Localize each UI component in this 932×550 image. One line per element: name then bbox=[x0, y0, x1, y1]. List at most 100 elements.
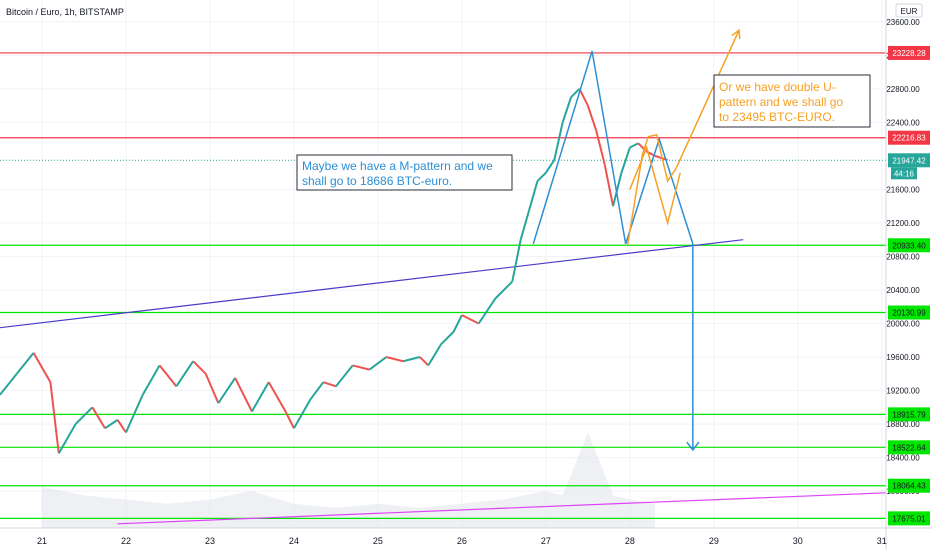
level-label-box bbox=[888, 45, 930, 60]
countdown-box bbox=[891, 167, 917, 180]
level-label-box bbox=[888, 478, 930, 493]
x-tick-label: 23 bbox=[205, 536, 215, 546]
y-tick-label: 23600.00 bbox=[886, 18, 920, 27]
price-segment bbox=[0, 373, 18, 396]
trendlines-layer bbox=[0, 239, 887, 525]
volume-layer bbox=[41, 432, 656, 528]
y-tick-label: 18800.00 bbox=[886, 420, 920, 429]
currency-box[interactable] bbox=[895, 3, 923, 18]
y-tick-label: 20800.00 bbox=[886, 252, 920, 261]
x-tick-label: 26 bbox=[457, 536, 467, 546]
price-segment bbox=[158, 364, 178, 387]
x-tick-label: 29 bbox=[709, 536, 719, 546]
x-tick-label: 21 bbox=[37, 536, 47, 546]
price-segment bbox=[293, 398, 312, 429]
level-label-box bbox=[888, 238, 930, 253]
price-segment bbox=[461, 314, 480, 325]
patterns-layer bbox=[532, 28, 741, 452]
price-segment bbox=[561, 96, 573, 123]
price-segment bbox=[125, 394, 144, 433]
y-tick-label: 20000.00 bbox=[886, 320, 920, 329]
y-tick-label: 20400.00 bbox=[886, 286, 920, 295]
y-tick-label: 19200.00 bbox=[886, 387, 920, 396]
price-segment bbox=[402, 356, 421, 363]
current-price-box bbox=[888, 153, 930, 168]
price-segment bbox=[528, 180, 539, 211]
price-segment bbox=[427, 343, 442, 366]
price-segment bbox=[204, 373, 220, 404]
x-tick-label: 30 bbox=[793, 536, 803, 546]
y-tick-label: 22400.00 bbox=[886, 118, 920, 127]
price-segment bbox=[578, 88, 589, 107]
u-pattern-arrow-shaft[interactable] bbox=[675, 29, 740, 169]
level-label: 22216.83 bbox=[892, 134, 926, 143]
m-pattern-line[interactable] bbox=[532, 50, 694, 245]
u-pattern-line[interactable] bbox=[626, 134, 677, 247]
price-segment bbox=[477, 297, 497, 325]
grid-layer bbox=[0, 0, 886, 528]
annotation-u-line-1: Or we have double U- bbox=[719, 80, 836, 94]
price-segment bbox=[74, 406, 94, 425]
price-segment bbox=[595, 130, 606, 165]
price-segment bbox=[519, 210, 531, 240]
y-tick-label: 19600.00 bbox=[886, 353, 920, 362]
level-label: 23228.28 bbox=[892, 49, 926, 58]
x-tick-label: 28 bbox=[625, 536, 635, 546]
x-tick-label: 24 bbox=[289, 536, 299, 546]
price-segment bbox=[494, 280, 513, 300]
level-label-box bbox=[888, 407, 930, 422]
price-segment bbox=[620, 147, 631, 173]
price-segment bbox=[603, 164, 615, 207]
currency-label: EUR bbox=[901, 7, 918, 16]
annotation-m-line-2: shall go to 18686 BTC-euro. bbox=[302, 174, 452, 188]
price-layer bbox=[0, 88, 886, 454]
price-segment bbox=[570, 88, 581, 98]
level-label: 18522.64 bbox=[892, 443, 926, 452]
price-segment bbox=[386, 356, 404, 363]
price-segment bbox=[175, 360, 194, 387]
price-segment bbox=[629, 142, 639, 149]
price-segment bbox=[419, 356, 430, 367]
price-segment bbox=[586, 105, 598, 132]
price-segment bbox=[267, 381, 287, 413]
annotation-m-box bbox=[296, 154, 513, 191]
x-tick-label: 27 bbox=[541, 536, 551, 546]
price-segment bbox=[440, 331, 455, 346]
y-tick-label: 21200.00 bbox=[886, 219, 920, 228]
price-segment bbox=[32, 352, 52, 383]
price-segment bbox=[217, 377, 236, 404]
annotation-u-box bbox=[713, 74, 871, 128]
u-pattern-zigzag[interactable] bbox=[629, 145, 681, 226]
price-segment bbox=[192, 360, 207, 375]
price-segment bbox=[335, 364, 354, 387]
price-segment bbox=[368, 356, 387, 371]
annotation-u-pattern[interactable]: Or we have double U- pattern and we shal… bbox=[713, 74, 871, 128]
x-tick-label: 25 bbox=[373, 536, 383, 546]
level-label-box bbox=[888, 511, 930, 526]
price-segment bbox=[16, 352, 35, 375]
annotation-u-line-2: pattern and we shall go bbox=[719, 95, 843, 109]
price-segment bbox=[323, 381, 337, 388]
trendline[interactable] bbox=[0, 239, 744, 329]
x-tick-label: 22 bbox=[121, 536, 131, 546]
level-label: 20933.40 bbox=[892, 241, 926, 250]
level-label-box bbox=[888, 130, 930, 145]
y-tick-label: 22800.00 bbox=[886, 85, 920, 94]
price-segment bbox=[309, 381, 325, 400]
level-label: 18915.79 bbox=[892, 410, 926, 419]
price-segment bbox=[536, 171, 547, 182]
countdown-label: 44:16 bbox=[894, 169, 915, 178]
price-segment bbox=[49, 382, 60, 454]
x-tick-label: 31 bbox=[877, 536, 887, 546]
trendline[interactable] bbox=[117, 492, 887, 525]
price-segment bbox=[352, 364, 370, 371]
annotation-m-pattern[interactable]: Maybe we have a M-pattern and we shall g… bbox=[296, 154, 513, 191]
level-label: 20130.99 bbox=[892, 309, 926, 318]
price-segment bbox=[612, 172, 623, 207]
price-segment bbox=[511, 239, 522, 282]
price-segment bbox=[545, 159, 556, 174]
price-segment bbox=[116, 419, 127, 434]
y-tick-label: 18400.00 bbox=[886, 454, 920, 463]
